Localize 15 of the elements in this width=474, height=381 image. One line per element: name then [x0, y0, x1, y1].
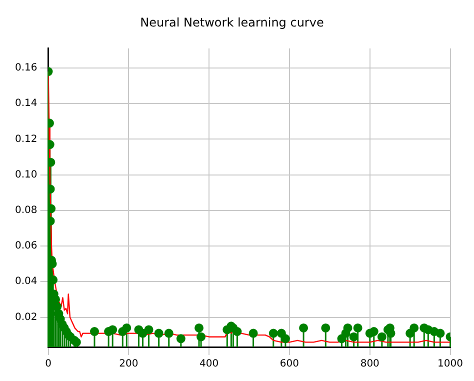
y-tick-label: 0.14 — [15, 98, 38, 110]
y-tick-label: 0.06 — [15, 240, 38, 252]
x-tick-label: 0 — [45, 358, 52, 370]
chart-title: Neural Network learning curve — [140, 15, 324, 30]
y-tick-label: 0.12 — [15, 134, 38, 145]
y-tick-label: 0.08 — [15, 205, 38, 216]
x-tick-label: 200 — [119, 358, 138, 370]
y-tick-label: 0.16 — [15, 62, 38, 74]
x-tick-label: 1000 — [438, 358, 463, 370]
y-tick-label: 0.10 — [15, 169, 38, 180]
x-tick-label: 400 — [200, 358, 219, 370]
y-tick-label: 0.02 — [15, 312, 38, 323]
x-tick-label: 800 — [360, 358, 380, 370]
y-tick-label: 0.04 — [15, 276, 38, 288]
x-tick-label: 600 — [280, 358, 300, 370]
